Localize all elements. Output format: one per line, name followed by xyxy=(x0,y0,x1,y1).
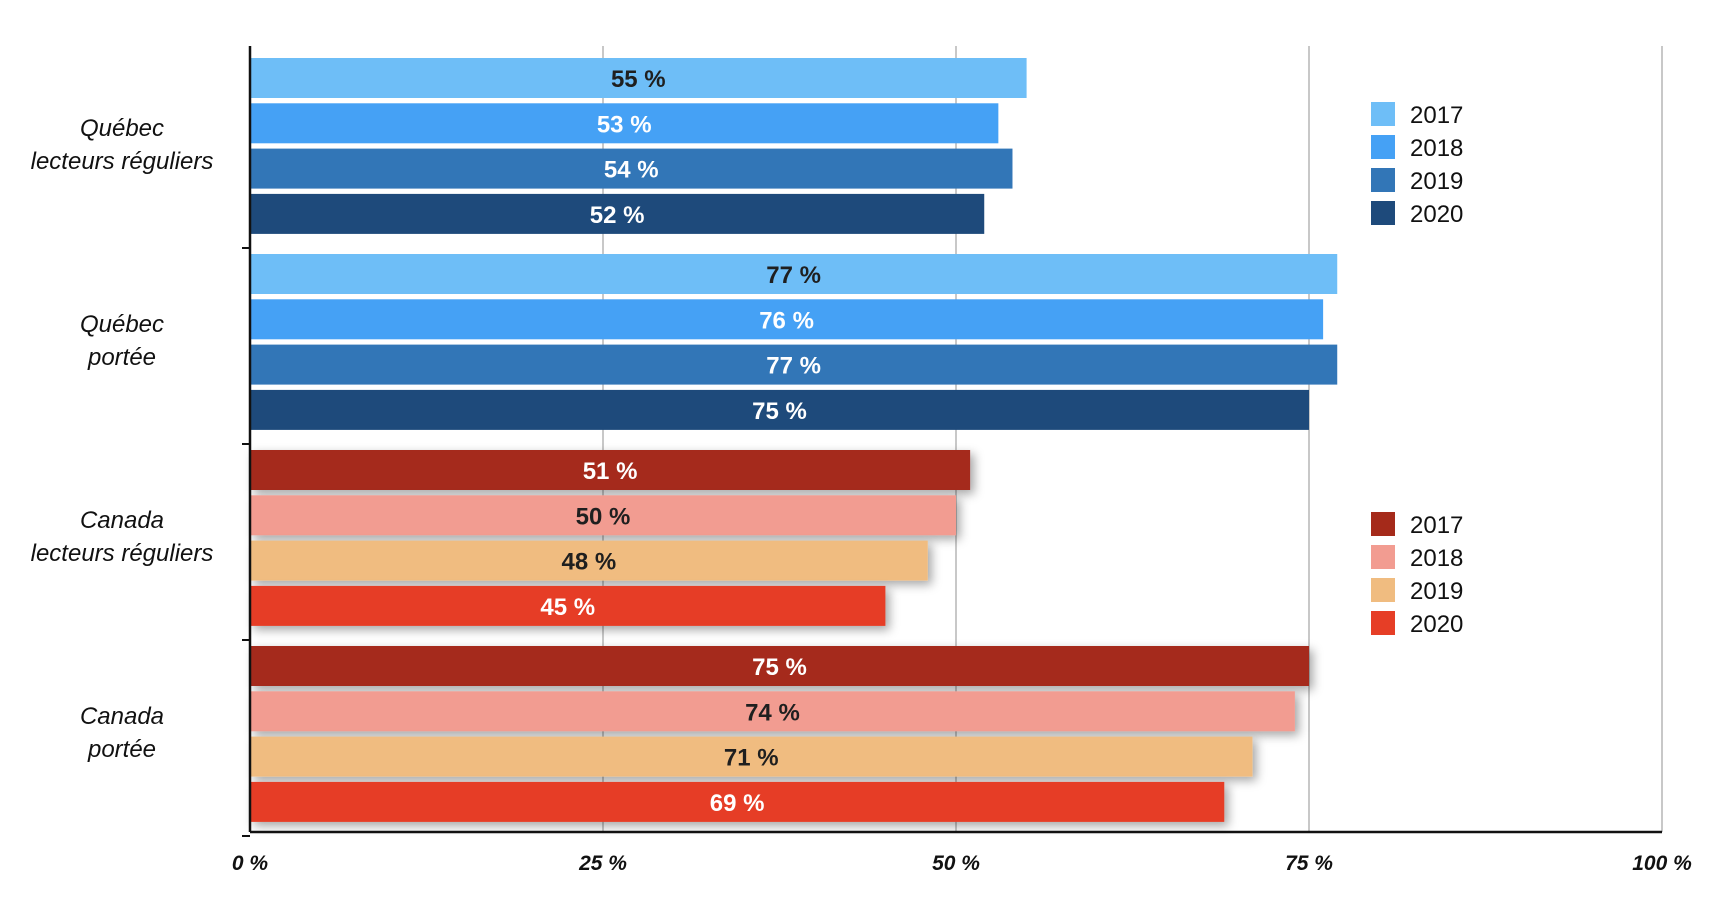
bar xyxy=(250,389,1309,430)
category-label-line: Canada xyxy=(80,507,164,534)
legends: 2017 2018 2019 2020 2017 2018 2019 2020 xyxy=(1371,102,1463,638)
legend-swatch xyxy=(1371,512,1395,536)
bar-value-label: 54 % xyxy=(604,157,659,184)
legend-label: 2018 xyxy=(1410,135,1463,162)
bar-value-label: 77 % xyxy=(766,353,821,380)
bar xyxy=(250,781,1225,822)
legend-swatch xyxy=(1371,545,1395,569)
bar-value-label: 51 % xyxy=(583,458,638,485)
bar-value-label: 74 % xyxy=(745,699,800,726)
bar xyxy=(250,58,1027,98)
bar xyxy=(250,299,1324,340)
x-tick-label: 50 % xyxy=(932,852,980,875)
axes: 0 % 25 % 50 % 75 % 100 % xyxy=(232,46,1692,875)
bar-value-label: 55 % xyxy=(611,66,666,93)
category-label-line: Québec xyxy=(80,115,164,142)
category-label: Québec lecteurs réguliers xyxy=(31,115,214,175)
x-tick-label: 25 % xyxy=(578,852,627,875)
bar xyxy=(250,495,956,536)
category-label: Canada portée xyxy=(80,703,164,763)
bar xyxy=(250,193,985,234)
bar-value-label: 76 % xyxy=(759,307,814,334)
bar-value-label: 52 % xyxy=(590,202,645,229)
category-label: Canada lecteurs réguliers xyxy=(31,507,214,567)
bar-value-label: 75 % xyxy=(752,398,807,425)
legend-label: 2017 xyxy=(1410,512,1463,539)
legend-label: 2020 xyxy=(1410,201,1463,228)
x-tick-label: 100 % xyxy=(1632,852,1692,875)
bar-value-label: 53 % xyxy=(597,111,652,138)
x-tick-label: 75 % xyxy=(1285,852,1333,875)
bar xyxy=(250,585,886,626)
bar xyxy=(250,691,1295,732)
category-label-line: lecteurs réguliers xyxy=(31,148,214,175)
x-tick-label: 0 % xyxy=(232,852,269,875)
bar xyxy=(250,344,1338,385)
legend-swatch xyxy=(1371,168,1395,192)
legend-swatch xyxy=(1371,578,1395,602)
bar xyxy=(250,254,1338,294)
bar-value-label: 50 % xyxy=(576,503,631,530)
legend-label: 2019 xyxy=(1410,168,1463,195)
category-label-line: portée xyxy=(87,344,156,371)
legend-swatch xyxy=(1371,611,1395,635)
category-label-line: portée xyxy=(87,736,156,763)
bar-value-label: 77 % xyxy=(766,262,821,289)
bar-value-label: 48 % xyxy=(562,549,617,576)
legend-swatch xyxy=(1371,135,1395,159)
legend-label: 2017 xyxy=(1410,102,1463,129)
bar xyxy=(250,540,928,581)
bar xyxy=(250,646,1309,686)
bar-value-label: 75 % xyxy=(752,654,807,681)
category-label-line: Canada xyxy=(80,703,164,730)
bar xyxy=(250,736,1253,777)
bar-value-label: 45 % xyxy=(540,594,595,621)
bar-value-label: 69 % xyxy=(710,790,765,817)
labels: 55 % 53 % 54 % 52 % Québec lecteurs réguliers… xyxy=(31,66,821,817)
legend-swatch xyxy=(1371,201,1395,225)
bars xyxy=(250,58,1338,822)
bar xyxy=(250,103,999,144)
legend-label: 2018 xyxy=(1410,545,1463,572)
bar xyxy=(250,450,971,490)
category-label: Québec portée xyxy=(80,311,164,371)
bar xyxy=(250,148,1013,189)
legend-label: 2020 xyxy=(1410,611,1463,638)
bar-value-label: 71 % xyxy=(724,745,779,772)
category-label-line: Québec xyxy=(80,311,164,338)
category-label-line: lecteurs réguliers xyxy=(31,540,214,567)
legend-label: 2019 xyxy=(1410,578,1463,605)
legend-swatch xyxy=(1371,102,1395,126)
